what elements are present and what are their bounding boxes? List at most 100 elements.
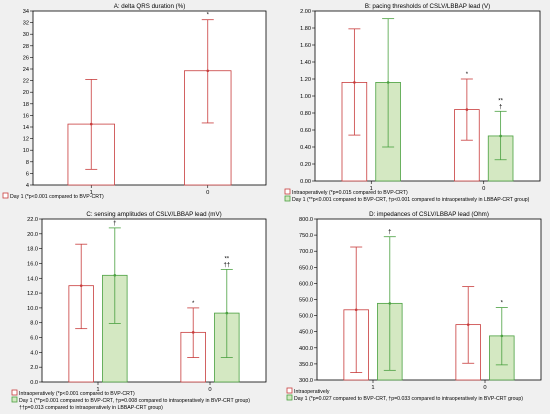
- y-tick-label: 4: [26, 183, 29, 189]
- legend-label: Intraoperatively (*p=0.015 compared to B…: [292, 190, 408, 196]
- significance-mark: †: [388, 230, 391, 236]
- significance-mark: †: [499, 104, 502, 110]
- y-tick-label: 12: [23, 137, 29, 143]
- mean-point: [500, 334, 504, 338]
- chart-title: C: sensing amplitudes of CSLV/LBBAP lead…: [86, 211, 221, 218]
- chart-panel-c: C: sensing amplitudes of CSLV/LBBAP lead…: [11, 211, 267, 411]
- x-tick-label: 0: [206, 190, 209, 196]
- mean-point: [354, 308, 358, 312]
- x-tick-label: 1: [90, 190, 93, 196]
- y-tick-label: 4.0: [30, 350, 38, 356]
- chart-title: A: delta QRS duration (%): [114, 3, 186, 10]
- y-tick-label: 22.0: [27, 217, 38, 223]
- significance-mark: **: [498, 98, 503, 104]
- y-tick-label: 300.0: [299, 378, 313, 384]
- y-tick-label: 18.0: [27, 247, 38, 253]
- y-tick-label: 6.0: [30, 336, 38, 342]
- y-tick-label: 26: [23, 55, 29, 61]
- y-tick-label: 0.60: [300, 128, 311, 134]
- legend-note: ††p=0.013 compared to intraoperatively i…: [19, 405, 163, 411]
- y-tick-label: 0.00: [300, 179, 311, 185]
- significance-mark: ††: [223, 262, 230, 268]
- y-tick-label: 32: [23, 21, 29, 27]
- x-tick-label: 1: [96, 387, 99, 393]
- y-tick-label: 0.40: [300, 145, 311, 151]
- y-tick-label: 550.0: [299, 298, 313, 304]
- significance-mark: †: [113, 221, 116, 227]
- chart-panel-d: D: impedances of CSLV/LBBAP lead (Ohm) 30…: [286, 211, 542, 402]
- y-tick-label: 1.20: [300, 77, 311, 83]
- legend-swatch-red: [286, 387, 293, 394]
- mean-point: [113, 274, 117, 277]
- mean-point: [386, 81, 390, 84]
- x-tick-label: 0: [483, 385, 486, 391]
- x-tick-label: 0: [208, 387, 211, 393]
- mean-point: [191, 331, 195, 334]
- chart-title: D: impedances of CSLV/LBBAP lead (Ohm): [369, 211, 489, 218]
- chart-panel-b: B: pacing thresholds of CSLV/LBBAP lead …: [284, 3, 541, 203]
- mean-point: [225, 311, 229, 315]
- mean-point: [499, 134, 502, 138]
- mean-point: [206, 69, 210, 73]
- significance-mark: *: [192, 301, 195, 307]
- y-tick-label: 0.20: [300, 162, 311, 168]
- y-tick-label: 22: [23, 79, 29, 85]
- y-tick-label: 1.80: [300, 26, 311, 32]
- legend-swatch-red: [284, 188, 291, 195]
- y-tick-label: 750.0: [299, 233, 313, 239]
- y-tick-label: 1.60: [300, 43, 311, 49]
- y-tick-label: 28: [23, 44, 29, 50]
- significance-mark: *: [501, 301, 504, 307]
- y-tick-label: 600.0: [299, 281, 313, 287]
- y-tick-label: 14.0: [27, 276, 38, 282]
- y-tick-label: 400.0: [299, 346, 313, 352]
- significance-mark: *: [207, 13, 210, 19]
- y-tick-label: 24: [23, 67, 29, 73]
- legend-label: Day 1 (*p=0.027 compared to BVP-CRT, †p=…: [294, 396, 523, 402]
- y-tick-label: 18: [23, 102, 29, 108]
- y-tick-label: 0.80: [300, 111, 311, 117]
- y-tick-label: 8: [26, 160, 29, 166]
- y-tick-label: 2.0: [30, 365, 38, 371]
- legend-label: Day 1 (**p<0.001 compared to BVP-CRT, †p…: [292, 197, 530, 203]
- y-tick-label: 350.0: [299, 362, 313, 368]
- y-tick-label: 450.0: [299, 330, 313, 336]
- y-tick-label: 700.0: [299, 249, 313, 255]
- legend-label: Intraoperatively (*p<0.001 compared to B…: [19, 391, 135, 397]
- y-tick-label: 20: [23, 90, 29, 96]
- y-tick-label: 16: [23, 113, 29, 119]
- significance-mark: **: [224, 256, 229, 262]
- y-tick-label: 10.0: [27, 306, 38, 312]
- chart-panel-a: A: delta QRS duration (%)468101214161820…: [2, 3, 267, 200]
- legend-swatch-red: [2, 192, 9, 199]
- y-tick-label: 1.00: [300, 94, 311, 100]
- mean-point: [353, 81, 356, 84]
- legend-swatch-green: [286, 394, 293, 401]
- legend-label: Intraoperatively: [294, 389, 330, 395]
- x-tick-label: 1: [371, 385, 374, 391]
- y-tick-label: 650.0: [299, 265, 313, 271]
- y-tick-label: 800.0: [299, 217, 313, 223]
- legend-label: Day 1 (*p<0.001 compared to BVP-CRT): [10, 194, 104, 200]
- y-tick-label: 0.0: [30, 380, 38, 386]
- y-tick-label: 6: [26, 171, 29, 177]
- y-tick-label: 30: [23, 32, 29, 38]
- chart-title: B: pacing thresholds of CSLV/LBBAP lead …: [365, 3, 490, 10]
- y-tick-label: 12.0: [27, 291, 38, 297]
- y-tick-label: 34: [23, 9, 29, 15]
- mean-point: [388, 302, 392, 305]
- x-tick-label: 1: [370, 186, 373, 192]
- mean-point: [466, 323, 470, 326]
- y-tick-label: 10: [23, 148, 29, 154]
- legend-swatch-green: [11, 396, 18, 403]
- legend-swatch-red: [11, 389, 18, 396]
- x-tick-label: 0: [482, 186, 485, 192]
- significance-mark: *: [466, 72, 469, 78]
- y-tick-label: 20.0: [27, 232, 38, 238]
- y-tick-label: 1.40: [300, 60, 311, 66]
- mean-point: [79, 284, 83, 287]
- y-tick-label: 500.0: [299, 314, 313, 320]
- y-tick-label: 8.0: [30, 321, 38, 327]
